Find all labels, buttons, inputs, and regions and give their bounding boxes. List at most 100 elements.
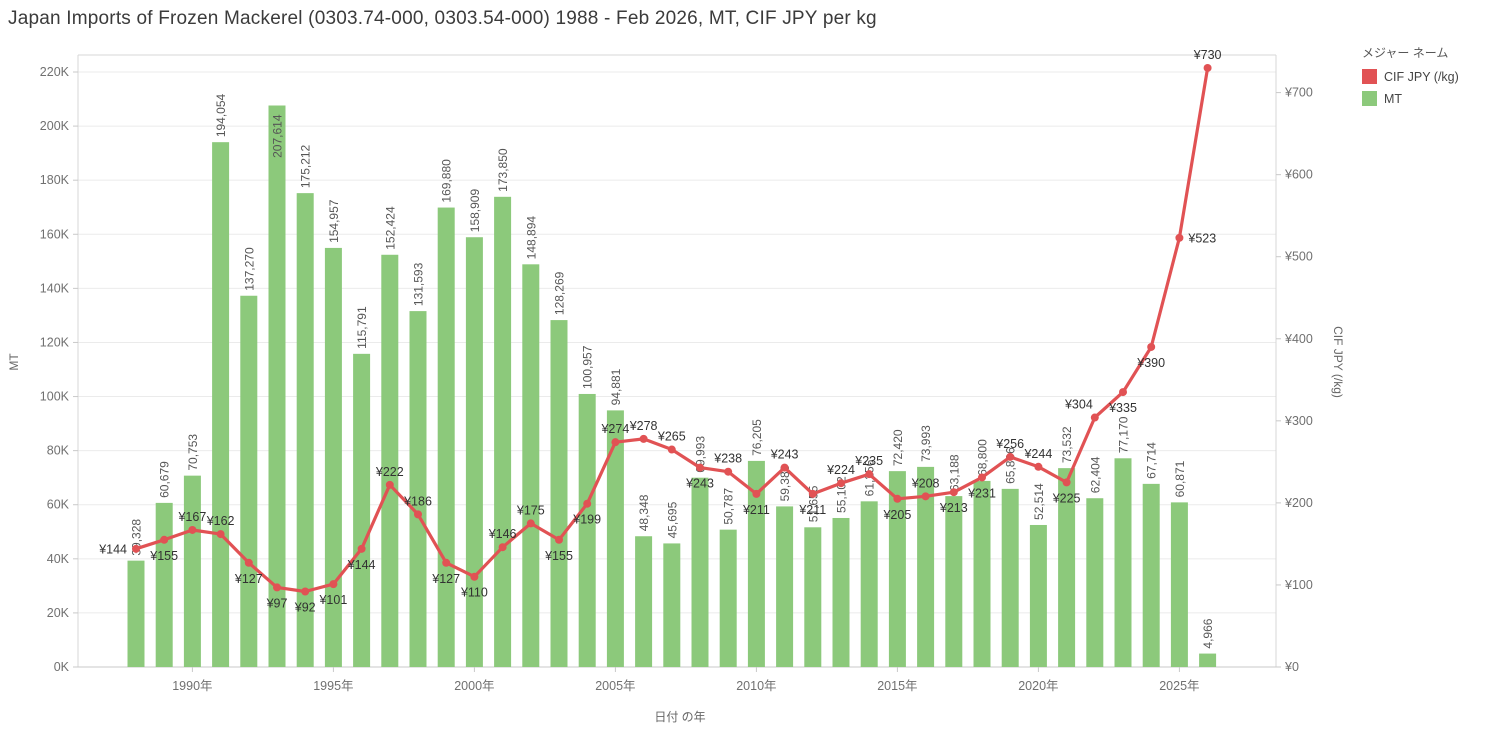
price-value-label: ¥274 xyxy=(600,422,629,436)
bar-1999[interactable] xyxy=(437,207,455,667)
bar-2005[interactable] xyxy=(606,410,624,667)
price-point-1989[interactable] xyxy=(160,535,169,544)
bar-2021[interactable] xyxy=(1058,468,1076,667)
price-point-2023[interactable] xyxy=(1119,388,1127,397)
legend-item-mt[interactable]: MT xyxy=(1362,91,1459,106)
price-point-2000[interactable] xyxy=(470,572,479,581)
price-point-2007[interactable] xyxy=(667,445,676,454)
price-point-2006[interactable] xyxy=(639,434,648,443)
bar-2019[interactable] xyxy=(1001,488,1019,667)
price-value-label: ¥213 xyxy=(939,501,968,515)
price-point-2022[interactable] xyxy=(1090,413,1099,422)
bar-2015[interactable] xyxy=(888,471,906,667)
left-axis-tick-label: 60K xyxy=(47,498,70,512)
bar-1995[interactable] xyxy=(324,247,342,667)
bar-value-label: 94,881 xyxy=(609,368,623,405)
bottom-axis-tick-label: 1990年 xyxy=(172,679,212,693)
bar-2026[interactable] xyxy=(1199,653,1217,667)
bar-1998[interactable] xyxy=(409,311,427,667)
price-point-2005[interactable] xyxy=(611,438,620,447)
bar-2022[interactable] xyxy=(1086,498,1104,667)
bottom-axis-tick-label: 2005年 xyxy=(595,679,635,693)
price-value-label: ¥127 xyxy=(234,572,263,586)
bar-2017[interactable] xyxy=(945,496,963,667)
bar-2025[interactable] xyxy=(1170,502,1188,667)
bar-value-label: 152,424 xyxy=(383,206,397,250)
bar-1992[interactable] xyxy=(240,295,258,667)
price-point-1998[interactable] xyxy=(414,510,422,519)
bar-value-label: 70,753 xyxy=(186,434,200,471)
price-point-1995[interactable] xyxy=(329,580,338,589)
price-point-1997[interactable] xyxy=(385,480,394,489)
bar-value-label: 69,993 xyxy=(694,436,708,473)
price-point-2001[interactable] xyxy=(498,543,507,552)
price-point-2002[interactable] xyxy=(526,519,535,528)
price-point-2015[interactable] xyxy=(893,494,902,503)
price-point-2021[interactable] xyxy=(1062,478,1071,487)
bar-2008[interactable] xyxy=(691,477,709,667)
price-value-label: ¥205 xyxy=(882,508,911,522)
bar-2000[interactable] xyxy=(465,237,483,667)
bar-2001[interactable] xyxy=(494,196,512,668)
price-value-label: ¥144 xyxy=(347,558,376,572)
price-point-1990[interactable] xyxy=(188,525,197,534)
bar-1994[interactable] xyxy=(296,193,314,668)
price-point-1993[interactable] xyxy=(273,583,281,592)
price-point-2019[interactable] xyxy=(1006,452,1015,461)
bar-value-label: 115,791 xyxy=(355,306,369,349)
price-point-1996[interactable] xyxy=(357,544,366,553)
bar-2013[interactable] xyxy=(832,517,850,667)
price-point-2013[interactable] xyxy=(837,479,845,488)
bar-2018[interactable] xyxy=(973,480,991,667)
price-point-1994[interactable] xyxy=(301,587,310,596)
price-point-2025[interactable] xyxy=(1175,233,1184,242)
price-point-2026[interactable] xyxy=(1203,63,1212,72)
price-point-1999[interactable] xyxy=(442,558,451,567)
bar-1991[interactable] xyxy=(212,142,230,668)
bar-1993[interactable] xyxy=(268,105,286,668)
price-point-2024[interactable] xyxy=(1147,342,1156,351)
price-point-2004[interactable] xyxy=(583,499,592,508)
bar-2016[interactable] xyxy=(917,466,935,667)
price-point-2008[interactable] xyxy=(696,463,704,472)
price-point-1988[interactable] xyxy=(132,544,140,553)
price-point-2012[interactable] xyxy=(808,489,817,498)
bar-2010[interactable] xyxy=(747,460,765,667)
bar-2011[interactable] xyxy=(776,506,794,667)
bar-2003[interactable] xyxy=(550,320,568,667)
bar-2006[interactable] xyxy=(635,536,653,667)
bar-value-label: 137,270 xyxy=(242,247,256,291)
price-point-2011[interactable] xyxy=(780,463,789,472)
price-value-label: ¥127 xyxy=(431,572,460,586)
bar-2024[interactable] xyxy=(1142,483,1160,667)
price-point-2014[interactable] xyxy=(865,470,874,479)
bar-2012[interactable] xyxy=(804,527,822,667)
bar-1989[interactable] xyxy=(155,502,173,667)
price-point-2010[interactable] xyxy=(752,489,761,498)
price-point-2003[interactable] xyxy=(555,535,563,544)
bar-value-label: 50,787 xyxy=(722,488,736,525)
bar-2004[interactable] xyxy=(578,393,596,667)
bar-value-label: 4,966 xyxy=(1201,618,1215,648)
bar-value-label: 173,850 xyxy=(496,148,510,192)
price-value-label: ¥155 xyxy=(149,549,178,563)
bar-1988[interactable] xyxy=(127,560,145,667)
legend-item-cif-jpy[interactable]: CIF JPY (/kg) xyxy=(1362,69,1459,84)
bar-1996[interactable] xyxy=(353,353,371,667)
bar-2020[interactable] xyxy=(1029,524,1047,667)
price-point-2009[interactable] xyxy=(724,467,733,476)
bar-2023[interactable] xyxy=(1114,458,1132,667)
bar-2009[interactable] xyxy=(719,529,737,667)
price-point-2017[interactable] xyxy=(949,488,958,497)
price-point-1992[interactable] xyxy=(244,558,253,567)
bar-2007[interactable] xyxy=(663,543,681,667)
price-point-2020[interactable] xyxy=(1034,462,1043,471)
bar-1990[interactable] xyxy=(183,475,201,667)
price-point-1991[interactable] xyxy=(216,530,225,539)
bar-2014[interactable] xyxy=(860,501,878,667)
bar-2002[interactable] xyxy=(522,264,540,667)
price-point-2018[interactable] xyxy=(978,473,986,482)
price-point-2016[interactable] xyxy=(921,492,930,501)
bar-1997[interactable] xyxy=(381,254,399,667)
bar-value-label: 65,866 xyxy=(1004,447,1018,484)
